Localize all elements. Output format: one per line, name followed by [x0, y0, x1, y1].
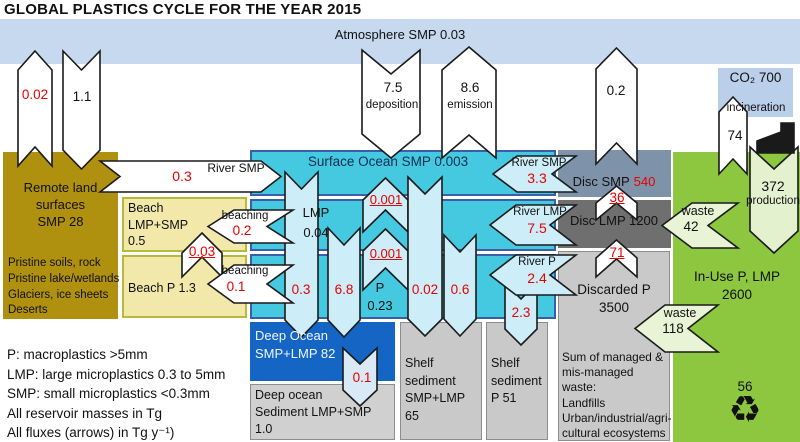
disc-smp-label: Disc SMP 540: [556, 160, 672, 190]
arrow-deposition: [361, 48, 421, 160]
deep-ocean-label: Deep Ocean SMP+LMP 82: [255, 328, 336, 361]
recycling-value: 56: [737, 379, 753, 394]
factory-icon: [756, 122, 795, 154]
shelf-sediment-smp-lmp-box: [400, 322, 482, 440]
flux-emission-label: emission: [447, 99, 493, 111]
page-title: GLOBAL PLASTICS CYCLE FOR THE YEAR 2015: [4, 1, 362, 18]
flux-waste-lmp-label: waste: [681, 204, 715, 218]
discarded-p-label: Discarded P 3500: [577, 282, 651, 315]
legend-text: P: macroplastics >5mm LMP: large micropl…: [7, 347, 226, 441]
flux-beaching-p-label: beaching: [221, 265, 269, 277]
arrow-river-p-in: [488, 254, 579, 296]
flux-beaching-smp: 0.2: [232, 223, 252, 238]
surface-ocean-p-label: P 0.23: [367, 280, 393, 313]
surface-ocean-title: Surface Ocean SMP 0.003: [307, 154, 469, 169]
arrow-land-uplift: [17, 49, 53, 169]
flux-ocean-sink-lmp: 6.8: [334, 282, 354, 297]
flux-emission: 8.6: [460, 80, 480, 95]
surface-ocean-lmp-label: LMP 0.04: [302, 205, 330, 240]
discarded-p-sublabel: Sum of managed & mis-managed waste: Land…: [562, 350, 672, 442]
disc-lmp-label: Disc LMP 1200: [570, 213, 658, 228]
remote-land-sublabel: Pristine soils, rock Pristine lake/wetla…: [8, 257, 120, 317]
flux-production: 372: [761, 178, 785, 194]
incineration-label: incineration: [726, 102, 786, 114]
flux-deposition-label: deposition: [365, 99, 419, 111]
arrow-river-smp-in: [491, 155, 579, 193]
arrow-deep-burial: [342, 346, 378, 408]
flux-river-smp-in: 3.3: [527, 170, 547, 186]
flux-ocean-sink-smp: 0.3: [291, 282, 311, 297]
flux-land-uplift: 0.02: [21, 87, 49, 102]
flux-river-p-in-label: River P: [518, 256, 556, 268]
atmosphere-label: Atmosphere SMP 0.03: [334, 27, 466, 42]
flux-frag-lmp-to-smp: 0.001: [369, 192, 403, 207]
shelf-sediment-smp-lmp-label: Shelf sediment SMP+LMP 65: [405, 356, 466, 423]
flux-incineration: 74: [727, 128, 743, 143]
arrow-ocean-sink-lmp: [327, 225, 361, 339]
flux-waste-p: 118: [662, 321, 684, 336]
deep-ocean-sediment-label: Deep ocean Sediment LMP+SMP 1.0: [255, 388, 372, 436]
arrow-shelf-sink-smp: [407, 175, 443, 338]
co2-label: CO₂ 700: [729, 70, 782, 85]
flux-deep-burial: 0.1: [352, 370, 372, 385]
arrow-ocean-sink-smp: [284, 170, 319, 339]
arrow-river-smp-out: [97, 160, 283, 193]
shelf-sediment-p-label: Shelf sediment P 51: [491, 356, 542, 405]
recycle-icon: ♻: [728, 389, 762, 430]
flux-beach-fragmentation: 0.03: [188, 244, 216, 259]
discarded-p-box: [558, 251, 670, 441]
flux-land-deposit: 1.1: [72, 89, 92, 104]
flux-river-lmp-in-label: River LMP: [513, 206, 567, 218]
arrow-river-lmp-in: [488, 204, 579, 246]
arrow-beaching-smp: [206, 209, 296, 244]
remote-land-label: Remote land surfaces SMP 28: [23, 180, 98, 229]
disc-smp-value: 540: [633, 173, 656, 189]
disc-lmp-box: [558, 200, 671, 248]
atmosphere-band: [0, 19, 800, 64]
arrow-beach-fragmentation: [181, 231, 223, 279]
flux-waste-lmp: 42: [683, 219, 699, 234]
arrow-shelf-sink-lmp: [443, 232, 477, 338]
remote-land-box: [3, 152, 118, 319]
arrow-incineration: [718, 95, 748, 177]
flux-frag-p-to-lmp: 0.001: [369, 246, 403, 261]
flux-river-p-in: 2.4: [527, 270, 547, 286]
flux-shelf-sink-p: 2.3: [511, 305, 531, 320]
flux-river-smp-out: 0.3: [172, 168, 192, 184]
arrow-emission: [441, 45, 497, 160]
flux-river-smp-out-label: River SMP: [207, 161, 265, 175]
flux-river-lmp-in: 7.5: [527, 220, 547, 236]
beach-lmp-smp-label: Beach LMP+SMP 0.5: [128, 201, 189, 248]
flux-river-smp-in-label: River SMP: [511, 157, 567, 169]
flux-deposition: 7.5: [383, 80, 403, 95]
flux-waste-p-label: waste: [663, 306, 697, 320]
in-use-label: In-Use P, LMP 2600: [693, 269, 781, 302]
flux-beaching-p: 0.1: [226, 279, 246, 294]
arrow-land-deposit: [62, 49, 101, 171]
beach-p-label: Beach P 1.3: [128, 281, 196, 295]
arrow-disc-frag-p-to-lmp: [595, 238, 638, 279]
flux-beaching-smp-label: beaching: [221, 210, 269, 222]
arrow-disc-frag-lmp-to-smp: [595, 184, 638, 222]
flux-disc-frag-p-to-lmp: 71: [609, 245, 625, 260]
arrow-waste-p: [633, 304, 721, 353]
arrow-shelf-sink-p: [504, 281, 538, 347]
arrow-disc-smp-emission: [595, 46, 638, 166]
arrow-production: [749, 145, 799, 255]
disc-smp-text: Disc SMP: [572, 173, 630, 189]
flux-disc-smp-emission: 0.2: [606, 83, 626, 98]
flux-production-label: production: [746, 195, 800, 207]
flux-disc-frag-lmp-to-smp: 36: [609, 190, 625, 205]
arrow-waste-lmp: [660, 202, 741, 249]
flux-shelf-sink-smp: 0.02: [411, 282, 439, 297]
flux-shelf-sink-lmp: 0.6: [450, 282, 470, 297]
arrow-beaching-p: [206, 264, 296, 304]
